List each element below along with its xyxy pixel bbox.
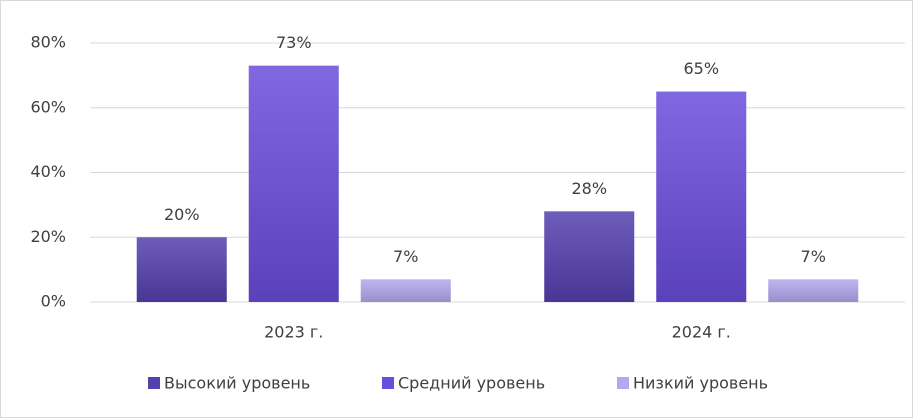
legend-swatch xyxy=(148,377,160,389)
legend-label: Низкий уровень xyxy=(633,374,768,393)
y-tick-label: 40% xyxy=(30,162,66,181)
legend-label: Высокий уровень xyxy=(164,374,310,393)
bar-shade xyxy=(544,211,635,302)
bar-shade xyxy=(248,65,339,302)
data-label: 7% xyxy=(393,247,418,266)
y-tick-label: 60% xyxy=(30,97,66,116)
bar-shade xyxy=(136,237,227,302)
data-label: 28% xyxy=(571,179,607,198)
bar-shade xyxy=(656,91,747,302)
data-label: 73% xyxy=(276,33,312,52)
y-tick-label: 20% xyxy=(30,227,66,246)
bar-shade xyxy=(768,279,859,302)
y-tick-label: 80% xyxy=(30,33,66,52)
x-tick-label: 2024 г. xyxy=(672,323,731,342)
legend-label: Средний уровень xyxy=(398,374,545,393)
data-label: 20% xyxy=(164,205,200,224)
y-tick-label: 0% xyxy=(41,292,66,311)
legend-swatch xyxy=(382,377,394,389)
data-label: 65% xyxy=(683,59,719,78)
bar-shade xyxy=(360,279,451,302)
legend-swatch xyxy=(617,377,629,389)
data-label: 7% xyxy=(801,247,826,266)
x-tick-label: 2023 г. xyxy=(264,323,323,342)
